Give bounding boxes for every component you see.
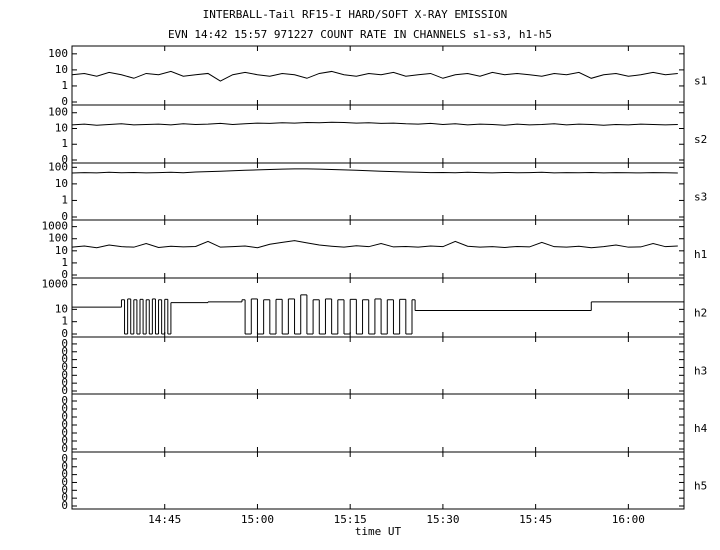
panel-name: s1 [694, 75, 707, 88]
y-tick-label: 1 [61, 79, 68, 92]
y-tick-label: 1000 [42, 278, 69, 291]
y-tick-label: 10 [55, 63, 68, 76]
panel-frame [71, 451, 685, 510]
y-tick-label: 1 [61, 193, 68, 206]
y-tick-label: 0 [61, 268, 68, 281]
panel-name: h5 [694, 480, 707, 493]
x-tick-label: 15:15 [334, 513, 367, 526]
panel-name: h3 [694, 365, 707, 378]
y-tick-label: 0 [61, 353, 68, 366]
y-tick-label: 0 [61, 337, 68, 350]
x-tick-label: 14:45 [148, 513, 181, 526]
y-tick-label: 1000 [42, 220, 69, 233]
y-tick-label: 10 [55, 302, 68, 315]
y-tick-label: 0 [61, 483, 68, 496]
y-tick-label: 0 [61, 460, 68, 473]
series-line [71, 240, 678, 249]
x-axis-label: time UT [355, 525, 402, 538]
y-tick-label: 0 [61, 384, 68, 397]
y-tick-label: 0 [61, 499, 68, 512]
y-tick-label: 10 [55, 244, 68, 257]
y-tick-label: 0 [61, 394, 68, 407]
y-tick-label: 10 [55, 177, 68, 190]
y-tick-label: 0 [61, 475, 68, 488]
chart-subtitle: EVN 14:42 15:57 971227 COUNT RATE IN CHA… [168, 28, 552, 41]
y-tick-label: 0 [61, 368, 68, 381]
panel-name: h4 [694, 422, 708, 435]
chart-title: INTERBALL-Tail RF15-I HARD/SOFT X-RAY EM… [203, 8, 508, 21]
y-tick-label: 0 [61, 345, 68, 358]
y-tick-label: 100 [48, 160, 68, 173]
panel-name: h1 [694, 248, 707, 261]
panel-name: s3 [694, 191, 707, 204]
y-tick-label: 1 [61, 137, 68, 150]
y-tick-label: 0 [61, 468, 68, 481]
series-line [71, 168, 678, 174]
series-line [71, 121, 678, 126]
x-tick-label: 15:45 [519, 513, 552, 526]
y-tick-label: 0 [61, 360, 68, 373]
y-tick-label: 0 [61, 426, 68, 439]
y-tick-label: 0 [61, 153, 68, 166]
y-tick-label: 0 [61, 410, 68, 423]
y-tick-label: 0 [61, 442, 68, 455]
y-tick-label: 100 [48, 47, 68, 60]
y-tick-label: 0 [61, 402, 68, 415]
y-tick-label: 100 [48, 232, 68, 245]
y-tick-label: 0 [61, 210, 68, 223]
x-tick-label: 15:30 [426, 513, 459, 526]
y-tick-label: 0 [61, 376, 68, 389]
y-tick-label: 10 [55, 121, 68, 134]
y-tick-label: 1 [61, 315, 68, 328]
y-tick-label: 0 [61, 491, 68, 504]
y-tick-label: 0 [61, 327, 68, 340]
y-tick-label: 0 [61, 418, 68, 431]
panel-name: s2 [694, 133, 707, 146]
y-tick-label: 0 [61, 452, 68, 465]
y-tick-label: 100 [48, 106, 68, 119]
x-tick-label: 16:00 [612, 513, 645, 526]
y-tick-label: 0 [61, 434, 68, 447]
panel-name: h2 [694, 307, 707, 320]
y-tick-label: 1 [61, 256, 68, 269]
series-line [71, 70, 678, 82]
x-tick-label: 15:00 [241, 513, 274, 526]
y-tick-label: 0 [61, 95, 68, 108]
